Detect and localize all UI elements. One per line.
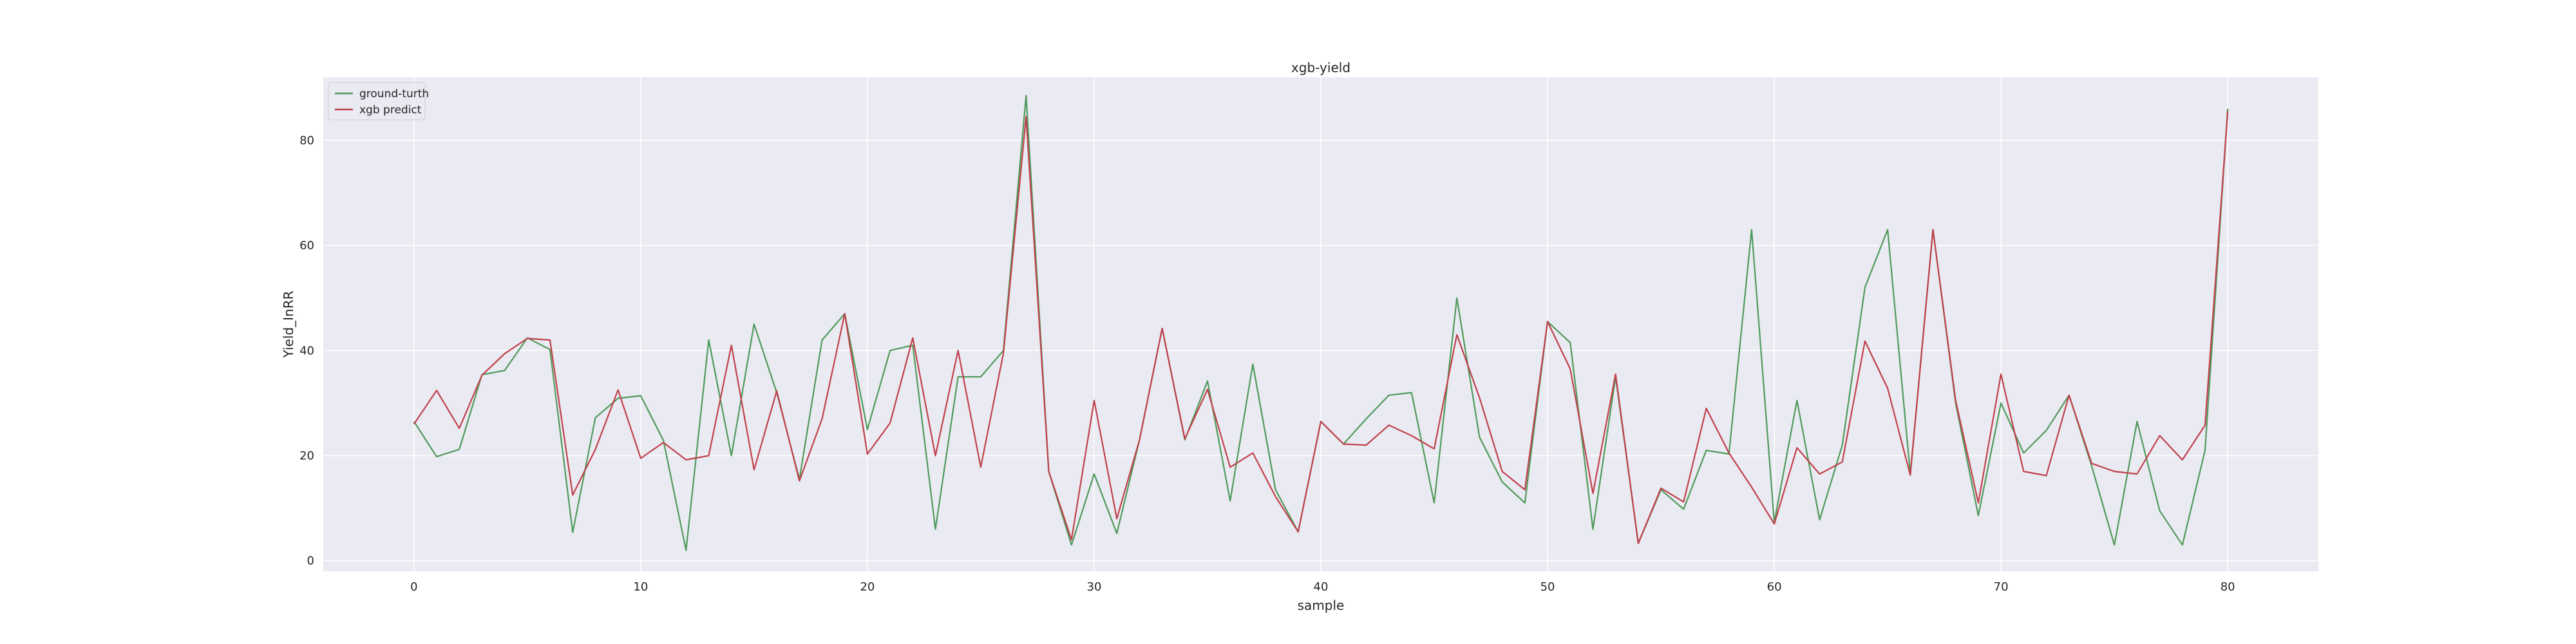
y-axis-label: Yield_InRR (281, 290, 296, 358)
x-axis-label: sample (1298, 598, 1345, 613)
series-line-xgb-predict (413, 111, 2229, 544)
x-tick-label: 10 (633, 580, 648, 594)
x-tick-label: 20 (860, 580, 875, 594)
x-tick-label: 60 (1767, 580, 1782, 594)
legend-label-ground-turth: ground-turth (359, 88, 429, 100)
y-tick-label: 40 (299, 344, 314, 357)
grid-lines (323, 77, 2318, 571)
x-tick-label: 80 (2221, 580, 2235, 594)
x-tick-label: 50 (1540, 580, 1555, 594)
chart-title: xgb-yield (1291, 60, 1350, 75)
tick-labels: 0 10 20 30 40 50 60 70 80 0 20 40 60 80 (299, 134, 2235, 594)
y-tick-label: 0 (307, 554, 314, 568)
x-tick-label: 0 (410, 580, 417, 594)
x-tick-label: 70 (1994, 580, 2009, 594)
y-tick-label: 60 (299, 239, 314, 252)
y-tick-label: 20 (299, 449, 314, 462)
legend-label-xgb-predict: xgb predict (359, 104, 422, 117)
series-lines (413, 95, 2229, 551)
legend: ground-turth xgb predict (328, 82, 429, 120)
x-tick-label: 40 (1314, 580, 1329, 594)
x-tick-label: 30 (1087, 580, 1102, 594)
legend-box (328, 82, 426, 120)
y-tick-label: 80 (299, 134, 314, 147)
